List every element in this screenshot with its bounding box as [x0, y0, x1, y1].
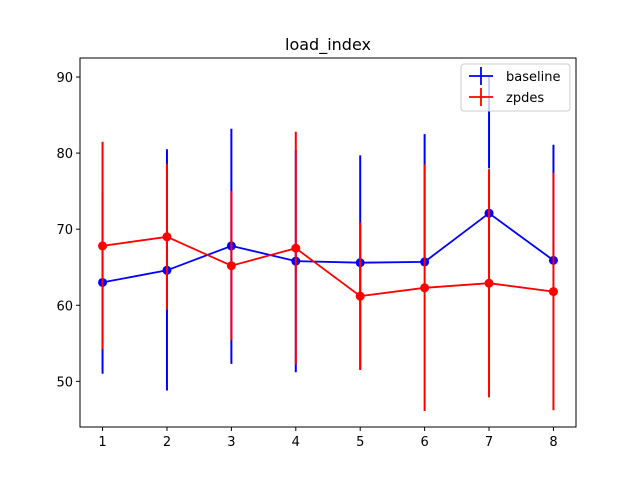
y-tick-label-70: 70 [56, 223, 73, 238]
x-tick-label-8: 8 [549, 435, 557, 450]
legend: baseline zpdes [460, 63, 571, 112]
zpdes-point-2 [162, 232, 172, 242]
x-tick-label-3: 3 [227, 435, 235, 450]
baseline-line [102, 212, 555, 284]
zpdes-point-5 [355, 291, 365, 301]
y-tick-label-60: 60 [56, 299, 73, 314]
x-tick-label-6: 6 [420, 435, 428, 450]
y-tick-label-50: 50 [56, 375, 73, 390]
x-tick-label-7: 7 [485, 435, 493, 450]
zpdes-point-7 [484, 278, 494, 288]
series-zpdes [98, 131, 558, 412]
zpdes-point-8 [548, 287, 558, 297]
zpdes-point-1 [98, 241, 108, 251]
x-tick-label-5: 5 [356, 435, 364, 450]
legend-label-zpdes: zpdes [506, 91, 544, 106]
zpdes-point-6 [420, 283, 430, 293]
chart-title: load_index [285, 35, 371, 55]
y-tick-label-90: 90 [56, 71, 73, 86]
plot-marks [98, 77, 558, 412]
legend-label-baseline: baseline [506, 70, 560, 85]
y-tick-label-80: 80 [56, 147, 73, 162]
axes: 1 2 3 4 5 6 7 8 50 60 70 80 90 [56, 71, 557, 450]
zpdes-point-3 [226, 261, 236, 271]
plot-frame [79, 57, 577, 428]
x-tick-label-2: 2 [163, 435, 171, 450]
zpdes-point-4 [291, 243, 301, 253]
x-tick-label-1: 1 [98, 435, 106, 450]
x-tick-label-4: 4 [292, 435, 300, 450]
zpdes-line [102, 235, 554, 298]
